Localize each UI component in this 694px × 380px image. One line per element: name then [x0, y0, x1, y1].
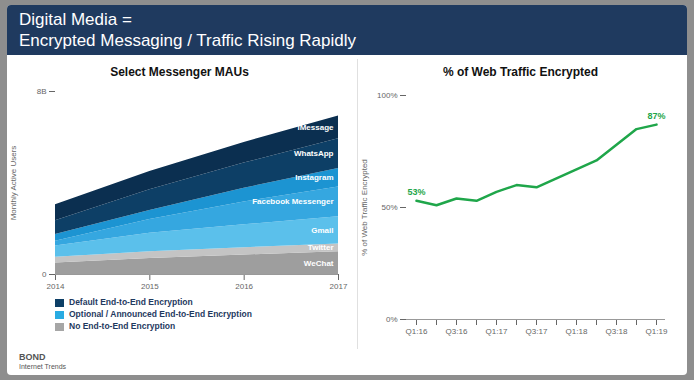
html-text:Encrypted Messaging / Traffic: Encrypted Messaging / Traffic Rising Rap… [19, 31, 356, 50]
html-text:BOND: BOND [19, 352, 46, 362]
svg-text:0: 0 [42, 270, 47, 279]
svg-text:Q3:17: Q3:17 [526, 327, 548, 336]
svg-text:0%: 0% [386, 315, 398, 324]
svg-text:100%: 100% [377, 91, 397, 100]
html-text:Optional / Announced End-to-En: Optional / Announced End-to-End Encrypti… [69, 309, 252, 319]
svg-text:iMessage: iMessage [297, 123, 334, 132]
svg-text:WhatsApp: WhatsApp [294, 149, 334, 158]
svg-text:87%: 87% [647, 111, 665, 121]
svg-text:2015: 2015 [141, 282, 159, 291]
svg-text:Facebook Messenger: Facebook Messenger [252, 197, 333, 206]
html-text:No End-to-End Encryption: No End-to-End Encryption [69, 321, 176, 331]
html-text:Default End-to-End Encryption: Default End-to-End Encryption [69, 297, 193, 307]
svg-text:Instagram: Instagram [295, 173, 333, 182]
svg-text:2016: 2016 [235, 282, 253, 291]
html-text:Internet Trends: Internet Trends [19, 363, 67, 370]
html-text:% of Web Traffic Encrypted: % of Web Traffic Encrypted [442, 65, 599, 79]
svg-text:Q1:19: Q1:19 [646, 327, 668, 336]
svg-text:Gmail: Gmail [311, 226, 333, 235]
svg-text:Twitter: Twitter [308, 243, 334, 252]
svg-text:WeChat: WeChat [304, 259, 334, 268]
svg-text:50%: 50% [381, 203, 397, 212]
svg-text:Q1:16: Q1:16 [406, 327, 428, 336]
svg-text:8B: 8B [37, 87, 47, 96]
svg-text:Q3:16: Q3:16 [446, 327, 468, 336]
svg-text:Q3:18: Q3:18 [606, 327, 628, 336]
svg-text:Q1:17: Q1:17 [486, 327, 508, 336]
html-text:Digital Media =: Digital Media = [19, 10, 132, 29]
svg-text:Monthly Active Users: Monthly Active Users [9, 146, 18, 221]
svg-text:Q1:18: Q1:18 [566, 327, 588, 336]
svg-text:53%: 53% [407, 187, 425, 197]
html-text:Select Messenger MAUs: Select Messenger MAUs [110, 65, 249, 79]
svg-text:2017: 2017 [330, 282, 348, 291]
svg-text:% of Web Traffic Encrypted: % of Web Traffic Encrypted [360, 159, 369, 256]
svg-text:2014: 2014 [47, 282, 65, 291]
